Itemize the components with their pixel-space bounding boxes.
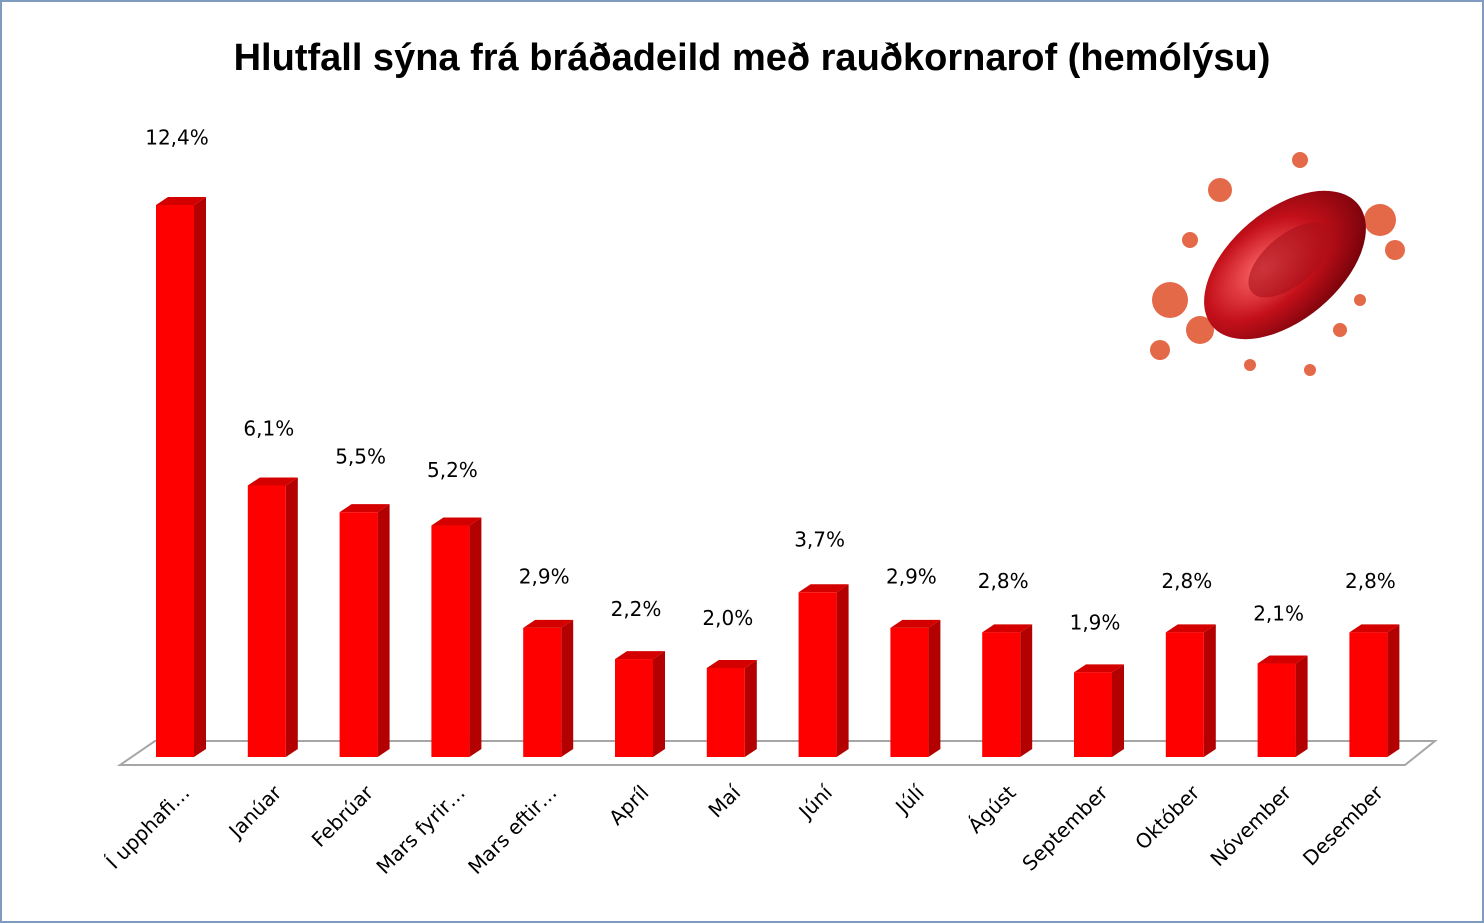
data-label: 6,1% bbox=[243, 417, 294, 441]
bar-side bbox=[1020, 624, 1033, 757]
bar-top bbox=[156, 197, 206, 205]
bar-top bbox=[1257, 655, 1308, 664]
bar-top bbox=[615, 651, 665, 660]
bar-side bbox=[469, 517, 482, 757]
bar-top bbox=[982, 624, 1033, 633]
bar-side bbox=[377, 504, 390, 757]
floor bbox=[116, 740, 1438, 766]
bar-top bbox=[1074, 664, 1124, 673]
bar-top bbox=[1165, 624, 1216, 633]
bar bbox=[798, 592, 837, 757]
chart-title: Hlutfall sýna frá bráðadeild með rauðkor… bbox=[234, 37, 1271, 79]
data-label: 2,8% bbox=[978, 569, 1029, 593]
data-label: 2,9% bbox=[519, 564, 570, 588]
bar bbox=[1349, 632, 1388, 757]
data-label: 5,2% bbox=[427, 458, 478, 482]
bar bbox=[523, 627, 562, 757]
data-label: 2,0% bbox=[702, 606, 753, 630]
bar-top bbox=[339, 504, 390, 513]
data-label: 2,1% bbox=[1253, 601, 1304, 625]
bar-side bbox=[744, 659, 757, 757]
data-label: 3,7% bbox=[794, 528, 845, 552]
bar-top bbox=[706, 659, 757, 668]
bar bbox=[247, 485, 286, 757]
bar-side bbox=[1295, 655, 1308, 757]
bar bbox=[339, 512, 378, 757]
bar-side bbox=[561, 619, 574, 757]
data-label: 5,5% bbox=[335, 444, 386, 468]
data-label: 1,9% bbox=[1070, 611, 1121, 635]
bar bbox=[890, 627, 929, 757]
bar-top bbox=[431, 517, 482, 526]
bar-side bbox=[653, 651, 665, 757]
data-label: 2,8% bbox=[1161, 569, 1212, 593]
bar-side bbox=[1387, 624, 1400, 757]
bar-top bbox=[247, 477, 298, 486]
bar-top bbox=[523, 619, 574, 628]
data-label: 2,8% bbox=[1345, 569, 1396, 593]
bar bbox=[1074, 672, 1112, 757]
bar bbox=[982, 632, 1021, 757]
bar bbox=[156, 205, 194, 757]
data-label: 2,2% bbox=[611, 597, 662, 621]
bar-side bbox=[1203, 624, 1216, 757]
bar-side bbox=[1112, 664, 1124, 757]
bar-top bbox=[890, 619, 941, 628]
blood-cell-illustration bbox=[1150, 152, 1405, 376]
bar-side bbox=[928, 619, 941, 757]
data-label: 2,9% bbox=[886, 564, 937, 588]
bar-side bbox=[285, 477, 298, 757]
bar-top bbox=[1349, 624, 1400, 633]
bar-side bbox=[836, 584, 849, 757]
bar-side bbox=[194, 197, 206, 757]
bar bbox=[1257, 663, 1296, 757]
bar bbox=[1165, 632, 1204, 757]
bar bbox=[615, 659, 653, 757]
data-label: 12,4% bbox=[145, 125, 209, 149]
bar bbox=[706, 667, 745, 757]
bar-top bbox=[798, 584, 849, 593]
bar bbox=[431, 525, 470, 757]
